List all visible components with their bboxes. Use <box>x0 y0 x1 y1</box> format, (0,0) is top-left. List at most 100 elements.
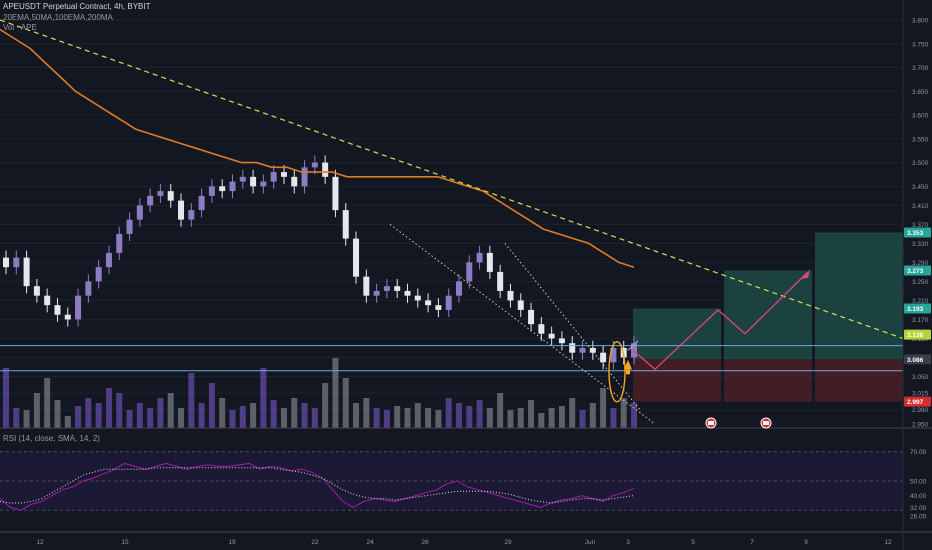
volume-bar <box>280 408 287 428</box>
chart-overlays <box>0 19 904 425</box>
price-tick-label: 3.370 <box>912 222 929 229</box>
trade-zone <box>724 270 812 360</box>
candle-body <box>75 295 82 320</box>
rsi-tick-label: 50.00 <box>910 479 927 486</box>
trade-setup-zones <box>633 232 903 402</box>
volume-bar <box>75 406 82 428</box>
price-tag-label: 3.086 <box>907 357 924 364</box>
candle-body <box>301 167 308 187</box>
projection-arrowhead <box>802 269 810 279</box>
candle-body <box>558 338 565 344</box>
small-up-stroke <box>627 340 639 351</box>
volume-bar <box>229 410 236 428</box>
volume-bar <box>548 408 555 428</box>
candle-body <box>85 281 92 296</box>
event-flag-stripe <box>763 421 769 425</box>
candle-body <box>342 210 349 239</box>
volume-bar <box>466 406 473 428</box>
volume-bar <box>64 416 71 428</box>
rsi-tick-label: 40.00 <box>910 493 927 500</box>
price-tick-label: 3.600 <box>912 113 929 120</box>
volume-bar <box>579 410 586 428</box>
volume-bar <box>3 368 9 428</box>
time-label: 22 <box>311 539 319 546</box>
price-tick-label: 2.980 <box>912 407 929 414</box>
price-tick-label: 3.410 <box>912 203 929 210</box>
candle-body <box>394 286 401 291</box>
rsi-tick-label: 70.00 <box>910 449 927 456</box>
volume-bar <box>95 403 102 428</box>
volume-bar <box>589 403 596 428</box>
volume-bar <box>363 398 370 428</box>
candle-body <box>219 186 226 192</box>
volume-bar <box>455 403 462 428</box>
volume-bar <box>126 410 133 428</box>
price-tick-label: 3.800 <box>912 18 929 25</box>
volume-bar <box>178 408 185 428</box>
candle-body <box>466 262 473 282</box>
candle-body <box>332 176 339 211</box>
time-label: 7 <box>750 539 754 546</box>
volume-bar <box>54 400 61 428</box>
price-tag-label: 2.997 <box>907 399 924 406</box>
trade-zone <box>633 359 721 402</box>
volume-bar <box>353 403 360 428</box>
candle-body <box>435 305 442 310</box>
rsi-tick-label: 32.00 <box>910 505 927 512</box>
event-flag-stripe <box>708 421 714 425</box>
volume-bar <box>301 403 308 428</box>
rsi-panel <box>0 451 903 511</box>
candle-body <box>600 352 607 363</box>
volume-bar <box>322 383 329 428</box>
time-label: 12 <box>884 539 892 546</box>
candle-body <box>538 324 545 334</box>
candle-body <box>95 267 102 282</box>
volume-bar <box>33 393 40 428</box>
candle-body <box>311 162 318 168</box>
volume-legend[interactable]: Vol · APE <box>3 23 37 32</box>
candle-body <box>198 195 205 211</box>
volume-bar <box>198 403 205 428</box>
volume-bar <box>116 393 123 428</box>
price-tick-label: 3.015 <box>912 391 929 398</box>
volume-bar <box>445 398 452 428</box>
trade-zone <box>815 359 903 402</box>
volume-bar <box>44 378 51 428</box>
volume-bar <box>631 403 637 428</box>
volume-bar <box>538 413 545 428</box>
volume-bars <box>3 358 637 428</box>
volume-bar <box>208 383 215 428</box>
candle-body <box>383 286 390 291</box>
volume-bar <box>136 403 143 428</box>
candle-body <box>147 195 154 206</box>
rsi-legend[interactable]: RSI (14, close, SMA, 14, 2) <box>3 434 100 443</box>
candle-body <box>208 186 215 196</box>
volume-bar <box>569 398 576 428</box>
price-tick-label: 3.700 <box>912 65 929 72</box>
price-tick-label: 3.330 <box>912 241 929 248</box>
volume-bar <box>167 393 174 428</box>
rsi-tick-label: 26.00 <box>910 514 927 521</box>
volume-bar <box>425 408 432 428</box>
trade-zone <box>724 359 812 402</box>
price-tag <box>904 354 931 365</box>
time-label: 5 <box>691 539 695 546</box>
candle-body <box>517 300 524 310</box>
time-label: 9 <box>804 539 808 546</box>
buy-arrow-stem <box>626 369 630 375</box>
candle-body <box>476 252 483 263</box>
candle-body <box>44 295 51 306</box>
candle-body <box>229 181 236 192</box>
candle-body <box>260 181 267 187</box>
candlestick-series[interactable] <box>3 155 637 370</box>
volume-bar <box>260 368 267 428</box>
indicators-legend[interactable]: 20EMA,50MA,100EMA,200MA <box>3 13 113 22</box>
candle-body <box>507 290 514 301</box>
volume-bar <box>250 403 257 428</box>
volume-bar <box>219 398 226 428</box>
candle-body <box>270 172 277 182</box>
candle-body <box>239 176 246 182</box>
candle-body <box>136 205 143 220</box>
